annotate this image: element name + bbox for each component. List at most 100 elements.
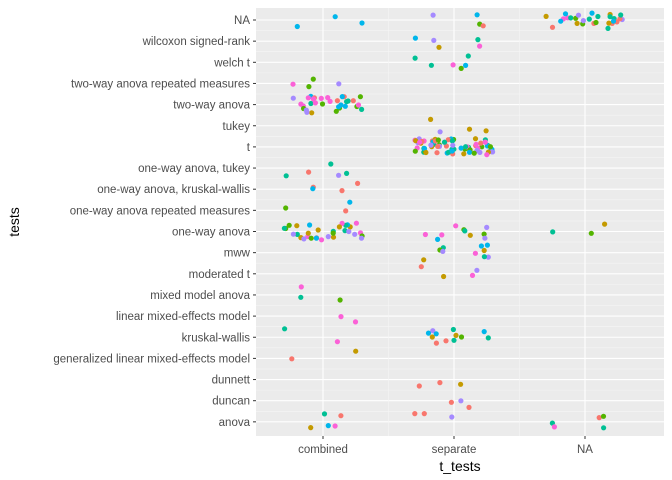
data-point	[441, 273, 447, 280]
y-tick-label: welch t	[213, 57, 251, 69]
data-point	[550, 229, 556, 235]
data-point	[543, 13, 549, 19]
data-point	[474, 267, 480, 273]
data-point	[308, 235, 314, 241]
data-point	[355, 102, 362, 108]
data-point	[336, 104, 342, 110]
data-point	[286, 222, 292, 228]
data-point	[558, 18, 564, 24]
data-point	[549, 24, 556, 30]
data-point	[433, 331, 439, 337]
data-point	[425, 330, 432, 336]
data-point	[562, 11, 569, 17]
data-point	[357, 94, 363, 100]
data-point	[480, 23, 486, 29]
data-point	[448, 399, 454, 405]
data-point	[308, 100, 314, 107]
data-point	[352, 319, 359, 325]
data-point	[298, 284, 304, 290]
data-point	[310, 76, 316, 82]
data-point	[342, 103, 348, 109]
data-point	[334, 98, 340, 104]
data-point	[325, 234, 331, 240]
y-tick-label: duncan	[212, 396, 250, 408]
data-point	[334, 339, 340, 345]
data-point	[428, 62, 434, 68]
data-point	[306, 84, 312, 90]
data-point	[430, 328, 436, 334]
data-point	[339, 94, 345, 100]
panel-background	[256, 8, 664, 436]
y-tick-label: NA	[234, 15, 250, 27]
data-point	[281, 225, 287, 231]
x-tick-label: combined	[298, 444, 348, 456]
x-gridlines	[322, 8, 586, 436]
data-point	[339, 220, 345, 226]
data-point	[344, 170, 350, 176]
data-point	[321, 411, 328, 417]
data-point	[327, 98, 333, 104]
data-point	[347, 199, 353, 205]
data-point	[359, 106, 365, 112]
data-point	[412, 35, 418, 41]
data-point	[574, 20, 580, 26]
data-point	[345, 98, 351, 104]
data-point	[596, 415, 602, 421]
data-point	[462, 228, 468, 234]
data-point	[589, 10, 595, 16]
data-point	[418, 264, 424, 270]
data-point	[421, 411, 427, 417]
data-point	[600, 413, 607, 419]
data-point	[332, 423, 338, 429]
data-point	[441, 139, 448, 145]
data-point	[305, 95, 311, 101]
x-axis-title: t_tests	[439, 458, 480, 474]
y-tick-label: kruskal-wallis	[182, 332, 251, 344]
data-point	[443, 338, 449, 344]
data-point	[319, 101, 326, 107]
data-point	[412, 148, 418, 154]
data-point	[332, 14, 338, 20]
data-point	[412, 55, 418, 61]
data-point	[355, 180, 361, 186]
data-point	[618, 12, 624, 18]
y-tick-label: one-way anova	[172, 227, 251, 239]
data-point	[458, 398, 464, 404]
data-point	[610, 18, 617, 24]
data-point	[481, 231, 487, 237]
data-point	[450, 326, 456, 333]
data-point	[605, 25, 611, 31]
data-point	[484, 152, 490, 158]
data-point	[336, 81, 342, 87]
data-point	[602, 221, 608, 227]
data-point	[551, 424, 558, 430]
data-point	[450, 62, 456, 68]
y-gridlines	[256, 19, 664, 423]
data-point	[346, 228, 352, 235]
data-point	[294, 231, 300, 237]
data-point	[439, 232, 445, 238]
data-point	[353, 220, 359, 226]
data-points	[281, 10, 625, 431]
data-point	[310, 96, 316, 102]
data-point	[458, 145, 464, 151]
data-point	[580, 18, 587, 24]
data-point	[451, 337, 457, 343]
data-point	[477, 43, 483, 49]
data-point	[485, 254, 491, 260]
data-point	[325, 95, 331, 101]
data-point	[428, 142, 434, 148]
data-point	[467, 232, 473, 238]
x-tick-label: NA	[577, 444, 593, 456]
data-point	[305, 230, 311, 236]
data-point	[601, 425, 607, 431]
data-point	[421, 257, 427, 263]
data-point	[358, 235, 365, 241]
x-axis-ticks: combined separate NA	[298, 436, 593, 456]
data-point	[449, 148, 455, 154]
data-point	[421, 145, 428, 152]
x-tick-label: separate	[432, 444, 477, 456]
data-point	[333, 108, 339, 114]
data-point	[313, 235, 319, 241]
data-point	[466, 149, 473, 155]
